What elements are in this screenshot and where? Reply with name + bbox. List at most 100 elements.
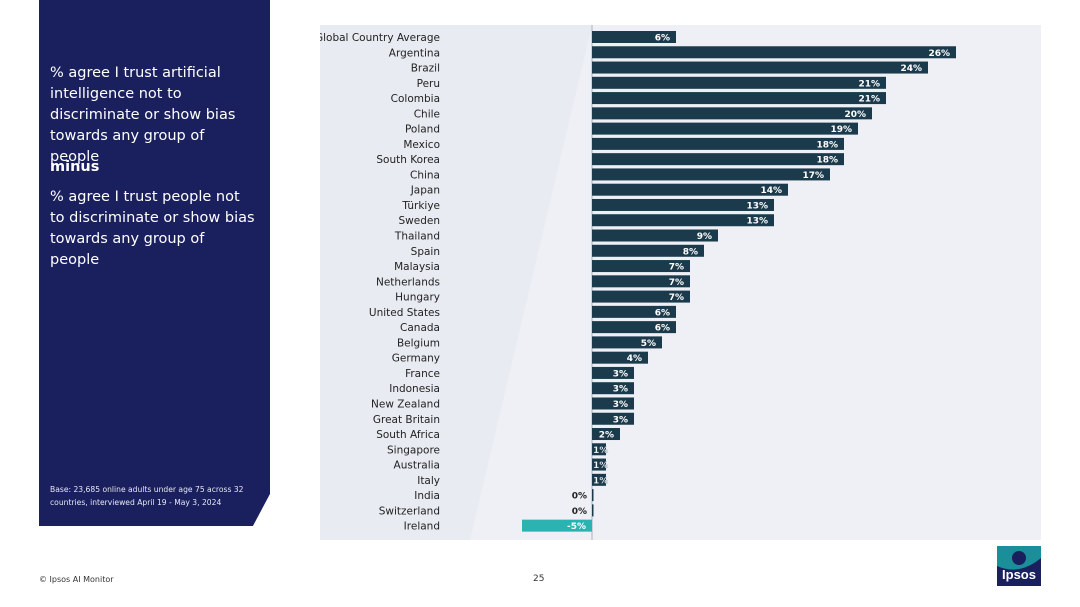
value-label: 18% xyxy=(816,140,838,150)
bar xyxy=(592,458,606,471)
bar xyxy=(592,275,690,288)
category-label: Brazil xyxy=(411,63,440,75)
category-label: Italy xyxy=(417,475,440,487)
category-label: France xyxy=(405,368,440,380)
category-label: Netherlands xyxy=(376,276,440,288)
category-label: Sweden xyxy=(399,215,441,227)
value-label: 6% xyxy=(655,34,670,44)
bar xyxy=(592,290,690,303)
bar xyxy=(592,305,676,318)
value-label: 6% xyxy=(655,308,670,318)
bar xyxy=(592,137,844,150)
value-label: 21% xyxy=(858,79,880,89)
category-label: New Zealand xyxy=(371,398,440,410)
value-label: 19% xyxy=(830,125,852,135)
base-note: Base: 23,685 online adults under age 75 … xyxy=(50,485,244,507)
bar xyxy=(592,382,634,395)
logo-text: Ipsos xyxy=(1002,567,1036,582)
category-label: Germany xyxy=(392,353,440,365)
value-label: 9% xyxy=(697,232,712,242)
value-label: 21% xyxy=(858,95,880,105)
category-label: Belgium xyxy=(397,337,440,349)
value-label: 3% xyxy=(613,369,628,379)
definition-minus: minus xyxy=(50,159,100,175)
value-label: 3% xyxy=(613,385,628,395)
value-label: 0% xyxy=(572,507,587,517)
category-label: Japan xyxy=(410,185,440,197)
bar xyxy=(592,46,956,59)
category-label: Malaysia xyxy=(394,261,440,273)
value-label: 13% xyxy=(746,201,768,211)
value-label: 8% xyxy=(683,247,698,257)
value-label: 3% xyxy=(613,415,628,425)
value-label: 4% xyxy=(627,354,642,364)
bar xyxy=(592,412,634,425)
category-label: India xyxy=(414,490,440,502)
category-label: United States xyxy=(369,307,440,319)
category-label: Mexico xyxy=(403,139,440,151)
value-label: 20% xyxy=(844,110,866,120)
category-label: Hungary xyxy=(395,292,440,304)
value-label: 1% xyxy=(593,476,608,486)
bar xyxy=(592,153,844,166)
category-label: South Korea xyxy=(376,154,440,166)
bar xyxy=(592,31,676,43)
value-label: 18% xyxy=(816,156,838,166)
value-label: -5% xyxy=(567,522,586,532)
value-label: 7% xyxy=(669,263,684,273)
bar xyxy=(592,168,830,181)
bar xyxy=(592,443,606,456)
category-label: Great Britain xyxy=(373,414,440,426)
ipsos-logo-shape xyxy=(997,546,1041,586)
category-label: Chile xyxy=(414,108,440,120)
category-label: Indonesia xyxy=(389,383,440,395)
bar xyxy=(592,351,648,364)
bar xyxy=(592,76,886,89)
category-label: Australia xyxy=(394,460,440,472)
category-label: Türkiye xyxy=(401,200,440,212)
bar xyxy=(592,366,634,379)
bar xyxy=(592,260,690,273)
definition-line-people: % agree I trust people not to discrimina… xyxy=(50,189,255,268)
category-label: Ireland xyxy=(404,521,440,533)
footer-copyright: © Ipsos AI Monitor xyxy=(39,575,114,584)
bar-chart: Global Country Average 6% Argentina 26% Braz… xyxy=(320,25,1041,540)
bar xyxy=(592,321,676,334)
bar xyxy=(592,61,928,74)
bar xyxy=(592,336,662,349)
definition-line-ai: % agree I trust artificial intelligence … xyxy=(50,65,236,165)
chart-area: Global Country Average 6% Argentina 26% Braz… xyxy=(320,25,1041,540)
bar xyxy=(592,92,886,105)
page-number: 25 xyxy=(533,574,545,584)
category-label: Spain xyxy=(411,246,440,258)
category-label: Thailand xyxy=(394,231,440,243)
bar xyxy=(592,122,858,135)
bar xyxy=(592,428,620,441)
value-label: 6% xyxy=(655,324,670,334)
category-label: Global Country Average xyxy=(320,32,440,44)
category-label: Peru xyxy=(417,78,440,90)
value-label: 2% xyxy=(599,431,614,441)
bar xyxy=(592,397,634,410)
value-label: 26% xyxy=(928,49,950,59)
value-label: 1% xyxy=(593,446,608,456)
bar xyxy=(592,229,718,242)
value-label: 3% xyxy=(613,400,628,410)
category-label: Singapore xyxy=(387,444,440,456)
value-label: 0% xyxy=(572,492,587,502)
value-label: 14% xyxy=(760,186,782,196)
value-label: 1% xyxy=(593,461,608,471)
bar xyxy=(592,504,594,517)
bar xyxy=(592,183,788,196)
bar xyxy=(592,473,606,486)
category-label: Switzerland xyxy=(379,505,440,517)
value-label: 7% xyxy=(669,278,684,288)
bar xyxy=(592,214,774,227)
value-label: 17% xyxy=(802,171,824,181)
bar xyxy=(522,519,592,532)
value-label: 13% xyxy=(746,217,768,227)
bar xyxy=(592,489,594,502)
bar xyxy=(592,198,774,211)
category-label: Colombia xyxy=(391,93,440,105)
left-panel: % agree I trust artificial intelligence … xyxy=(39,0,270,526)
